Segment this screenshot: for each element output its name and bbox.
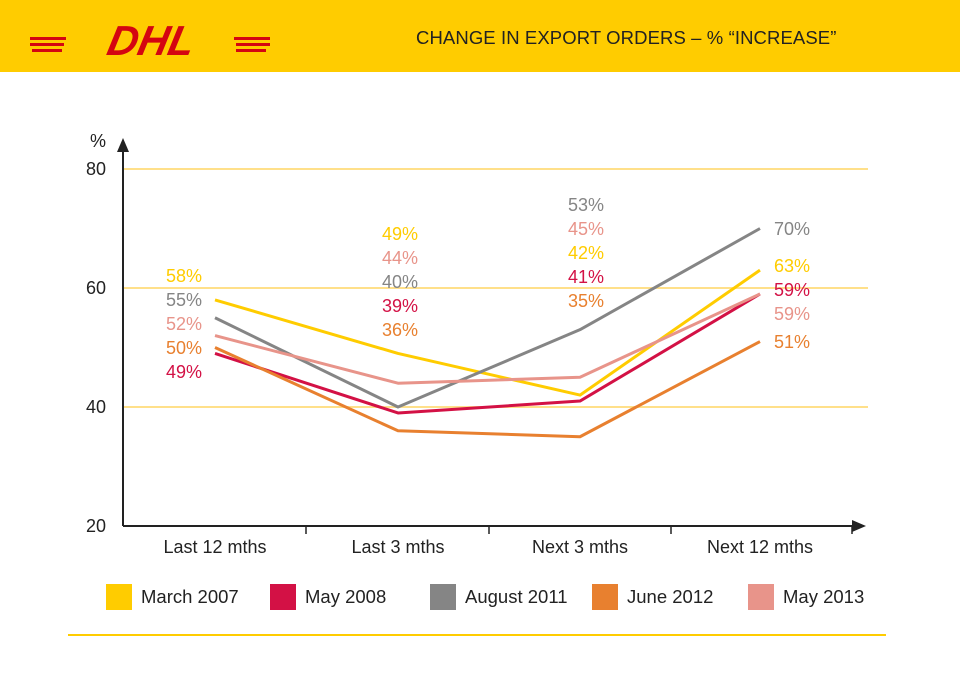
legend-swatch (592, 584, 618, 610)
data-label: 35% (568, 291, 604, 311)
data-label: 58% (166, 266, 202, 286)
legend-swatch (430, 584, 456, 610)
data-label: 39% (382, 296, 418, 316)
data-label: 70% (774, 219, 810, 239)
dhl-logo: DHL (30, 20, 270, 60)
data-label: 53% (568, 195, 604, 215)
data-label: 49% (382, 224, 418, 244)
legend: March 2007 May 2008 August 2011 June 2012 Ma… (0, 583, 960, 611)
legend-item: March 2007 (106, 583, 239, 611)
series-lines (214, 227, 761, 439)
data-label: 36% (382, 320, 418, 340)
x-axis-ticks: Last 12 mths Last 3 mths Next 3 mths Next 1… (163, 526, 853, 557)
data-label: 45% (568, 219, 604, 239)
y-tick-20: 20 (86, 516, 106, 536)
series-line-june-2012 (214, 340, 761, 439)
x-tick-label: Next 12 mths (707, 537, 813, 557)
y-axis-ticks: 20 40 60 80 (86, 159, 106, 536)
legend-swatch (106, 584, 132, 610)
gridlines (123, 168, 868, 408)
header-bar: DHL CHANGE IN EXPORT ORDERS – % “INCREAS… (0, 0, 960, 72)
legend-item: May 2008 (270, 583, 386, 611)
legend-swatch (270, 584, 296, 610)
chart-title: CHANGE IN EXPORT ORDERS – % “INCREASE” (416, 27, 837, 48)
data-labels: 58% 55% 52% 50% 49% 49% 44% 40% 39% 36% 53% 45% 42% 4… (166, 195, 810, 382)
x-tick-label: Last 12 mths (163, 537, 266, 557)
legend-item: June 2012 (592, 583, 713, 611)
data-label: 50% (166, 338, 202, 358)
legend-label: March 2007 (141, 586, 239, 607)
x-axis-arrow (852, 520, 866, 532)
series-line-august-2011 (214, 227, 761, 409)
axes: % (90, 131, 866, 532)
legend-label: August 2011 (465, 586, 568, 607)
series-line-march-2007 (214, 268, 761, 397)
series-line-may-2008 (214, 292, 761, 415)
series-line-may-2013 (214, 292, 761, 385)
bottom-rule (68, 634, 886, 636)
data-label: 59% (774, 304, 810, 324)
data-label: 59% (774, 280, 810, 300)
legend-swatch (748, 584, 774, 610)
legend-label: May 2008 (305, 586, 387, 607)
data-label: 40% (382, 272, 418, 292)
data-label: 42% (568, 243, 604, 263)
legend-item: May 2013 (748, 583, 864, 611)
x-tick-label: Last 3 mths (351, 537, 444, 557)
data-label: 49% (166, 362, 202, 382)
x-tick-label: Next 3 mths (532, 537, 628, 557)
y-axis-label: % (90, 131, 106, 151)
data-label: 51% (774, 332, 810, 352)
data-label: 52% (166, 314, 202, 334)
y-tick-60: 60 (86, 278, 106, 298)
legend-label: June 2012 (627, 586, 714, 607)
data-label: 55% (166, 290, 202, 310)
data-label: 44% (382, 248, 418, 268)
y-tick-40: 40 (86, 397, 106, 417)
data-label: 41% (568, 267, 604, 287)
y-tick-80: 80 (86, 159, 106, 179)
legend-label: May 2013 (783, 586, 865, 607)
data-label: 63% (774, 256, 810, 276)
y-axis-arrow (117, 138, 129, 152)
legend-item: August 2011 (430, 583, 568, 611)
logo-text: DHL (104, 20, 200, 60)
